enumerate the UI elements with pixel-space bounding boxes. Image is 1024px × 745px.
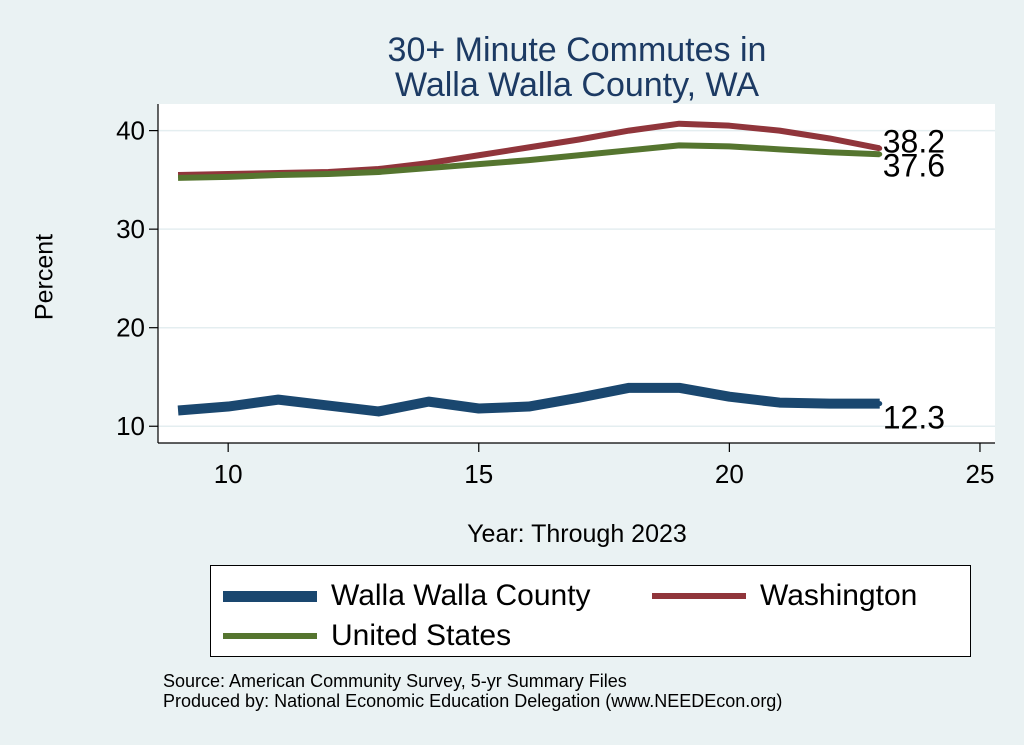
end-label-united-states: 37.6 — [883, 147, 945, 183]
end-labels: 12.3 38.237.6 — [883, 123, 945, 435]
legend-swatch-washington — [652, 593, 746, 599]
end-point-united-states — [877, 151, 883, 157]
gridlines — [158, 129, 995, 427]
y-tick-label-20: 20 — [116, 313, 145, 343]
chart-title-line-1: 30+ Minute Commutes in — [387, 31, 767, 69]
axes: 10 20 30 40 10 15 20 25 — [116, 104, 995, 489]
x-axis-title: Year: Through 2023 — [467, 520, 687, 548]
source-note: Source: American Community Survey, 5-yr … — [163, 671, 627, 691]
legend-item-walla-walla: Walla Walla County — [223, 579, 591, 613]
x-tick-label-15: 15 — [464, 459, 493, 489]
plot-area — [158, 104, 995, 443]
producer-note: Produced by: National Economic Education… — [163, 691, 783, 711]
legend: Walla Walla County Washington United Sta… — [210, 565, 971, 657]
chart-title-line-2: Walla Walla County, WA — [394, 66, 759, 104]
legend-label-walla-walla: Walla Walla County — [331, 579, 591, 612]
y-tick-label-40: 40 — [116, 116, 145, 146]
legend-item-united-states: United States — [223, 619, 511, 653]
x-tick-label-25: 25 — [966, 459, 995, 489]
end-point-walla-walla-county — [877, 401, 883, 407]
y-tick-label-10: 10 — [116, 411, 145, 441]
legend-label-washington: Washington — [760, 579, 918, 612]
x-tick-label-20: 20 — [715, 459, 744, 489]
series-lines — [177, 120, 883, 417]
series-line-united-states — [177, 142, 880, 181]
series-line-walla-walla-county — [177, 382, 880, 417]
legend-item-washington: Washington — [652, 579, 917, 613]
end-point-washington — [877, 145, 883, 151]
end-label-washington: 38.2 — [883, 123, 945, 159]
end-label-walla-walla-county: 12.3 — [883, 400, 945, 436]
legend-swatch-walla-walla — [223, 590, 317, 602]
y-axis-title: Percent — [30, 233, 59, 321]
y-tick-label-30: 30 — [116, 214, 145, 244]
x-tick-label-10: 10 — [214, 459, 243, 489]
legend-swatch-united-states — [223, 633, 317, 639]
legend-label-united-states: United States — [331, 619, 512, 652]
